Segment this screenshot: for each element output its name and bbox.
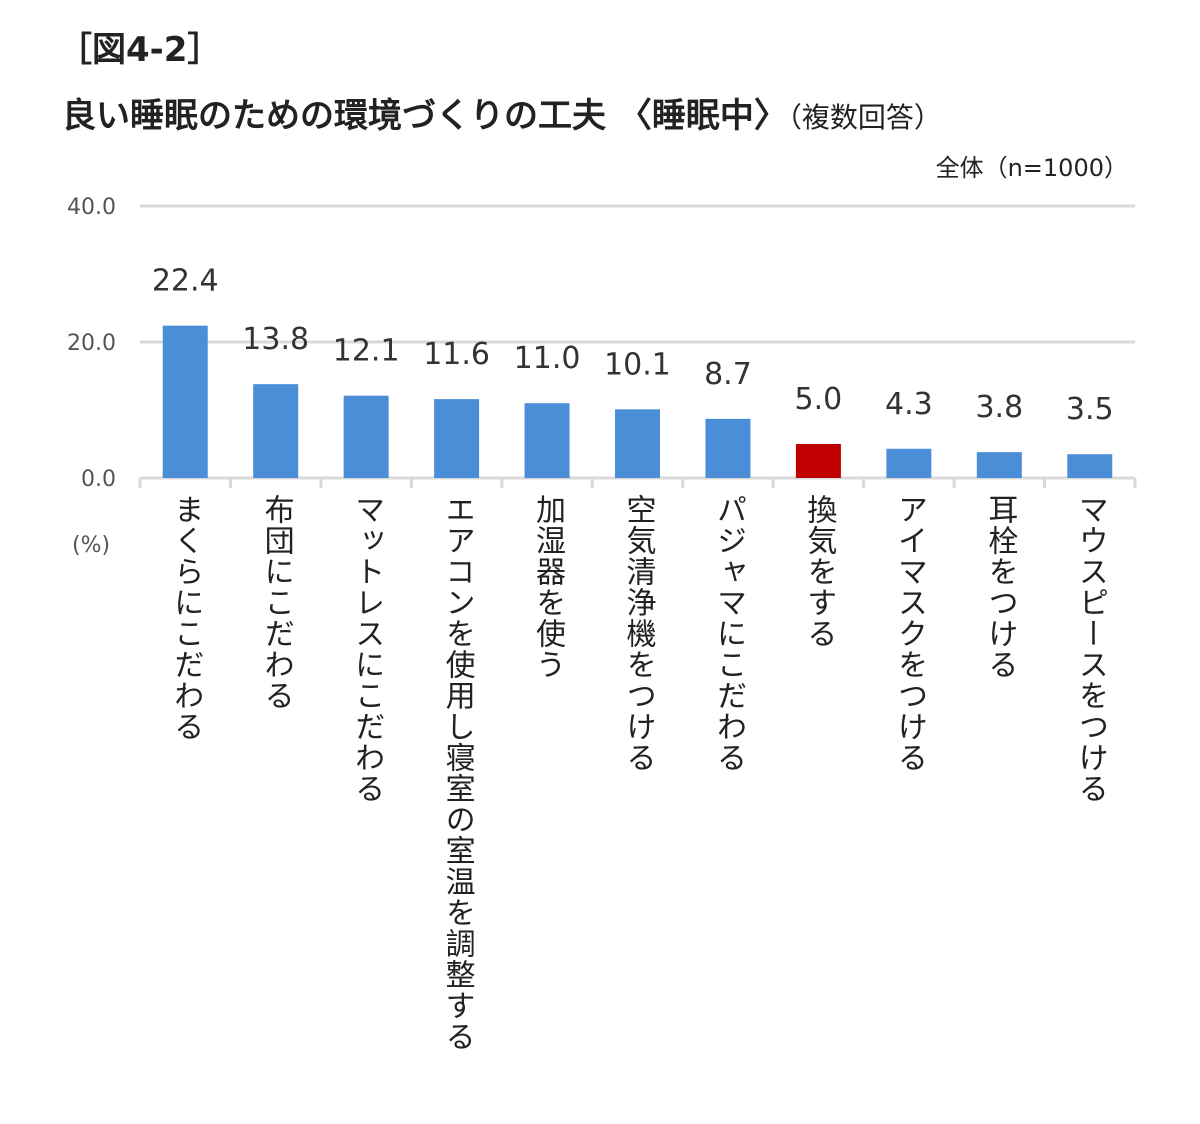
category-label: エアコンを使用し寝室の室温を調整する <box>439 494 475 1052</box>
category-label: 布団にこだわる <box>258 494 294 711</box>
bar <box>886 448 932 478</box>
category-label: まくらにこだわる <box>168 494 204 742</box>
y-axis-unit: (%) <box>72 533 111 558</box>
chart-title: 良い睡眠のための環境づくりの工夫 〈睡眠中〉（複数回答） <box>62 88 942 137</box>
category-label: 加湿器を使う <box>530 494 566 680</box>
data-label: 11.0 <box>514 341 581 376</box>
data-label: 3.5 <box>1066 392 1114 427</box>
category-label: マウスピースをつける <box>1072 494 1108 804</box>
data-label: 13.8 <box>242 322 309 357</box>
bar <box>976 452 1022 478</box>
category-label: マットレスにこだわる <box>349 494 385 804</box>
data-label: 22.4 <box>152 264 219 299</box>
bar <box>343 395 389 478</box>
bar <box>795 444 841 478</box>
data-label: 3.8 <box>975 390 1023 425</box>
data-label: 12.1 <box>333 334 400 369</box>
category-label: 換気をする <box>801 494 837 649</box>
data-label: 5.0 <box>795 382 843 417</box>
title-note: （複数回答） <box>787 101 942 134</box>
y-tick-label: 40.0 <box>67 195 116 220</box>
bar <box>434 399 480 478</box>
data-label: 8.7 <box>704 357 752 392</box>
bar <box>162 325 208 478</box>
bar <box>705 418 751 478</box>
category-label: 空気清浄機をつける <box>620 494 656 773</box>
category-label: 耳栓をつける <box>982 494 1018 680</box>
figure-label: ［図4-2］ <box>58 30 222 70</box>
sample-note: 全体（n=1000） <box>935 154 1128 182</box>
category-label: パジャマにこだわる <box>710 494 746 773</box>
y-tick-label: 0.0 <box>81 467 116 492</box>
data-label: 4.3 <box>885 387 933 422</box>
data-label: 10.1 <box>604 347 671 382</box>
bar <box>1067 454 1113 478</box>
data-label: 11.6 <box>423 337 490 372</box>
bar <box>615 409 660 478</box>
bar <box>524 403 570 478</box>
category-label: アイマスクをつける <box>891 494 927 773</box>
bar <box>253 384 299 478</box>
y-tick-label: 20.0 <box>67 331 116 356</box>
title-text: 良い睡眠のための環境づくりの工夫 〈睡眠中〉 <box>62 96 788 136</box>
